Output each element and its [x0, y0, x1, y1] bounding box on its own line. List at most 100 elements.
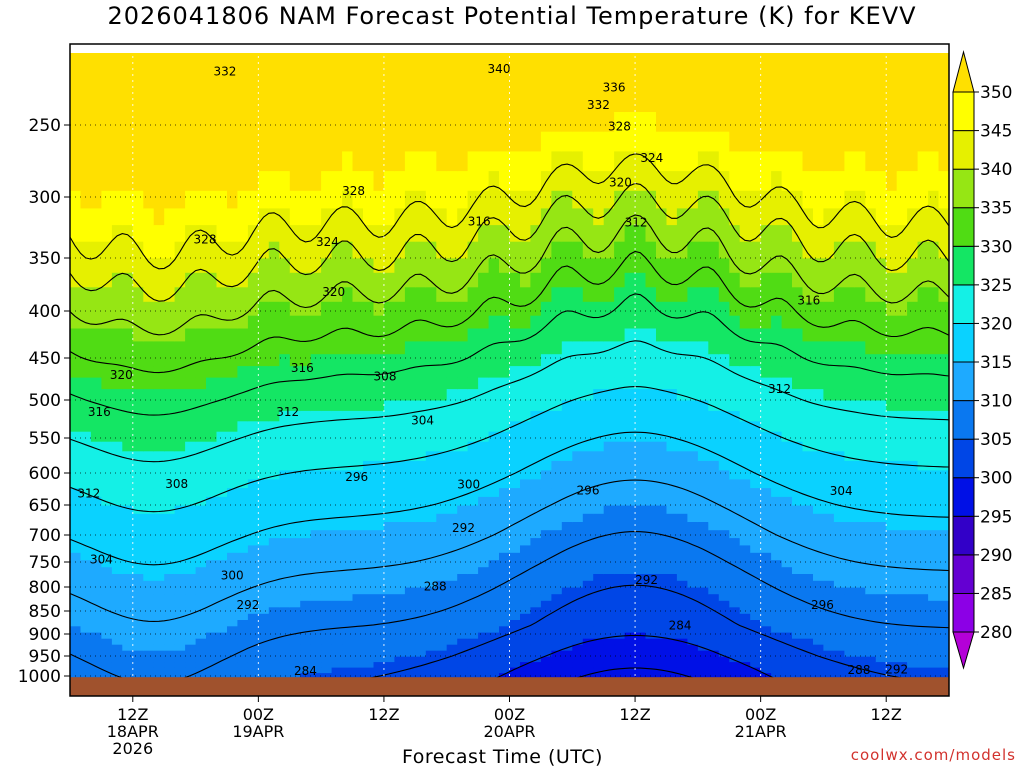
theta-cell	[467, 377, 479, 390]
theta-cell	[436, 479, 448, 489]
theta-cell	[697, 587, 709, 595]
theta-cell	[509, 53, 521, 74]
theta-cell	[582, 441, 594, 452]
theta-cell	[886, 587, 898, 595]
theta-cell	[436, 574, 448, 582]
theta-cell	[802, 190, 814, 209]
theta-cell	[404, 496, 416, 507]
theta-cell	[907, 488, 919, 498]
theta-cell	[227, 272, 239, 288]
theta-cell	[551, 258, 563, 274]
theta-cell	[289, 538, 301, 547]
theta-cell	[436, 377, 448, 390]
theta-cell	[760, 530, 772, 539]
theta-cell	[718, 587, 730, 595]
theta-cell	[917, 241, 929, 259]
theta-cell	[813, 626, 825, 634]
theta-cell	[520, 538, 532, 547]
theta-cell	[540, 594, 552, 602]
theta-cell	[875, 72, 887, 93]
theta-cell	[750, 287, 762, 303]
theta-cell	[917, 479, 929, 489]
theta-cell	[352, 600, 364, 608]
theta-cell	[624, 505, 636, 515]
theta-cell	[436, 301, 448, 317]
theta-cell	[614, 638, 626, 646]
theta-cell	[802, 552, 814, 561]
theta-cell	[635, 567, 647, 575]
theta-cell	[90, 190, 102, 209]
theta-cell	[132, 258, 144, 274]
theta-cell	[865, 632, 877, 640]
theta-cell	[363, 620, 375, 627]
theta-cell	[237, 662, 249, 669]
theta-cell	[289, 441, 301, 452]
theta-cell	[833, 656, 845, 663]
theta-cell	[415, 131, 427, 152]
theta-cell	[760, 545, 772, 554]
theta-cell	[896, 530, 908, 539]
theta-cell	[614, 607, 626, 615]
theta-cell	[247, 496, 259, 507]
theta-cell	[153, 644, 165, 652]
theta-cell	[394, 389, 406, 402]
theta-cell	[185, 594, 197, 602]
theta-cell	[342, 656, 354, 663]
theta-cell	[624, 479, 636, 489]
theta-cell	[896, 538, 908, 547]
theta-cell	[771, 488, 783, 498]
theta-cell	[70, 488, 82, 498]
theta-cell	[676, 620, 688, 627]
theta-cell	[404, 258, 416, 274]
theta-cell	[101, 638, 113, 646]
theta-cell	[373, 587, 385, 595]
theta-cell	[750, 208, 762, 226]
theta-cell	[488, 560, 500, 568]
theta-cell	[363, 421, 375, 433]
theta-cell	[938, 328, 949, 342]
theta-cell	[488, 431, 500, 443]
theta-cell	[436, 632, 448, 640]
theta-cell	[760, 400, 772, 412]
theta-cell	[373, 341, 385, 355]
theta-cell	[614, 354, 626, 367]
theta-cell	[237, 580, 249, 589]
theta-cell	[854, 410, 866, 422]
theta-cell	[760, 638, 772, 646]
theta-cell	[593, 632, 605, 640]
theta-cell	[635, 574, 647, 582]
theta-cell	[164, 112, 176, 133]
theta-cell	[111, 479, 123, 489]
theta-cell	[844, 377, 856, 390]
theta-cell	[363, 479, 375, 489]
theta-cell	[227, 315, 239, 330]
theta-cell	[792, 112, 804, 133]
theta-cell	[509, 410, 521, 422]
theta-cell	[697, 613, 709, 621]
theta-cell	[614, 626, 626, 634]
theta-cell	[593, 574, 605, 582]
theta-cell	[582, 496, 594, 507]
theta-cell	[415, 328, 427, 342]
theta-cell	[614, 580, 626, 589]
theta-cell	[614, 667, 626, 674]
theta-cell	[635, 272, 647, 288]
theta-cell	[687, 594, 699, 602]
theta-cell	[363, 272, 375, 288]
theta-cell	[708, 92, 720, 113]
theta-cell	[153, 560, 165, 568]
theta-cell	[373, 505, 385, 515]
theta-cell	[216, 272, 228, 288]
theta-cell	[844, 354, 856, 367]
theta-cell	[488, 650, 500, 658]
theta-cell	[174, 421, 186, 433]
theta-cell	[624, 171, 636, 192]
theta-cell	[415, 505, 427, 515]
theta-cell	[227, 341, 239, 355]
theta-cell	[174, 151, 186, 172]
theta-cell	[750, 505, 762, 515]
theta-cell	[886, 190, 898, 209]
theta-cell	[917, 470, 929, 480]
theta-cell	[823, 53, 835, 74]
theta-cell	[666, 171, 678, 192]
